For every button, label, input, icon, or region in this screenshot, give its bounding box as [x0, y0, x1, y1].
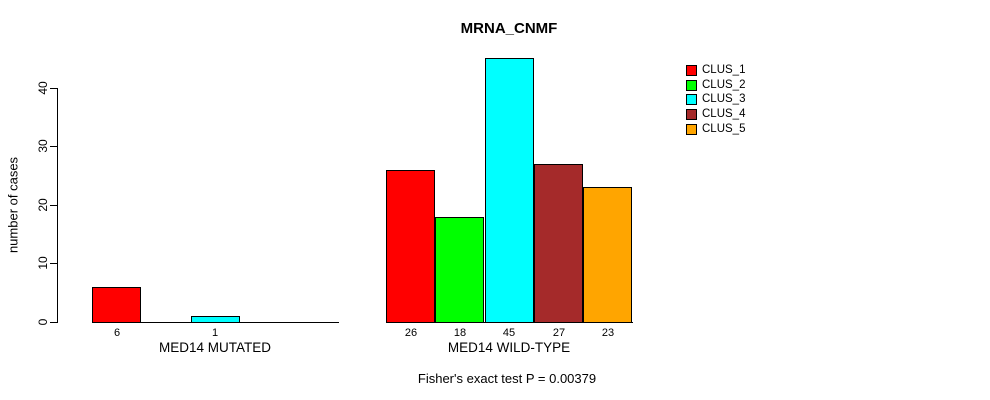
bar-clus_3: [191, 316, 240, 323]
legend-swatch-clus_3: [686, 94, 697, 105]
bar-value-label: 45: [502, 327, 516, 339]
y-tick-label: 40: [36, 81, 50, 95]
legend-label: CLUS_3: [702, 93, 746, 105]
y-axis-line: [57, 88, 58, 323]
group-label: MED14 WILD-TYPE: [447, 340, 571, 355]
bar-clus_4: [534, 164, 583, 323]
legend-swatch-clus_2: [686, 80, 697, 91]
y-tick-mark: [50, 263, 57, 264]
y-tick-mark: [50, 205, 57, 206]
y-tick-mark: [50, 146, 57, 147]
bar-value-label: 6: [113, 327, 121, 339]
y-tick-label: 0: [36, 318, 50, 326]
legend-swatch-clus_5: [686, 124, 697, 135]
fisher-test-annotation: Fisher's exact test P = 0.00379: [417, 371, 597, 386]
bar-value-label: 26: [404, 327, 418, 339]
y-axis-label: number of cases: [5, 156, 21, 254]
legend-swatch-clus_4: [686, 109, 697, 120]
bar-clus_2: [435, 217, 484, 323]
y-tick-label: 20: [36, 198, 50, 212]
bar-clus_5: [583, 187, 632, 323]
y-tick-mark: [50, 322, 57, 323]
legend-label: CLUS_1: [702, 64, 746, 76]
bar-value-label: 23: [601, 327, 615, 339]
bar-value-label: 27: [552, 327, 566, 339]
bar-value-label: 18: [453, 327, 467, 339]
legend-label: CLUS_5: [702, 123, 746, 135]
legend-label: CLUS_4: [702, 108, 746, 120]
bar-clus_3: [485, 58, 534, 323]
legend-label: CLUS_2: [702, 79, 746, 91]
chart-title: MRNA_CNMF: [460, 20, 558, 37]
y-tick-label: 10: [36, 256, 50, 270]
y-tick-label: 30: [36, 139, 50, 153]
y-tick-mark: [50, 88, 57, 89]
bar-clus_1: [386, 170, 435, 323]
group-label: MED14 MUTATED: [158, 340, 272, 355]
legend-swatch-clus_1: [686, 65, 697, 76]
bar-value-label: 1: [211, 327, 219, 339]
bar-clus_1: [92, 287, 141, 323]
